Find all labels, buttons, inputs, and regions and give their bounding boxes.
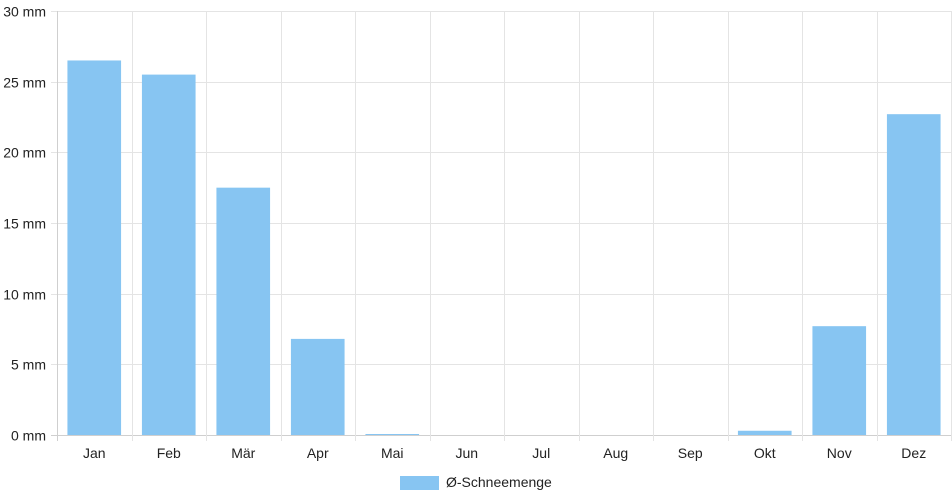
y-tick-label: 10 mm xyxy=(3,287,46,303)
legend-label[interactable]: Ø-Schneemenge xyxy=(446,474,552,490)
x-tick-label: Aug xyxy=(603,445,628,461)
bar[interactable] xyxy=(737,430,792,435)
grid-lines xyxy=(51,11,952,441)
x-tick-label: Mär xyxy=(231,445,255,461)
x-tick-label: Apr xyxy=(307,445,329,461)
y-tick-label: 25 mm xyxy=(3,75,46,91)
y-tick-label: 5 mm xyxy=(11,357,46,373)
y-tick-label: 30 mm xyxy=(3,4,46,20)
x-tick-label: Sep xyxy=(678,445,703,461)
y-axis-tick-labels: 0 mm 5 mm 10 mm 15 mm 20 mm 25 mm 30 mm xyxy=(3,4,46,444)
x-axis-tick-labels: Jan Feb Mär Apr Mai Jun Jul Aug Sep Okt Nov Dez xyxy=(83,445,926,461)
y-tick-label: 0 mm xyxy=(11,428,46,444)
bar[interactable] xyxy=(216,187,271,435)
x-tick-label: Dez xyxy=(901,445,926,461)
x-tick-label: Mai xyxy=(381,445,404,461)
x-tick-label: Feb xyxy=(157,445,181,461)
legend-swatch[interactable] xyxy=(400,476,439,490)
x-tick-label: Jun xyxy=(455,445,478,461)
y-tick-label: 20 mm xyxy=(3,145,46,161)
x-tick-label: Jul xyxy=(532,445,550,461)
bar-series xyxy=(67,60,941,435)
bar[interactable] xyxy=(141,74,196,435)
x-tick-label: Okt xyxy=(754,445,776,461)
bar[interactable] xyxy=(67,60,122,435)
x-tick-label: Nov xyxy=(827,445,852,461)
bar[interactable] xyxy=(290,338,345,435)
bar[interactable] xyxy=(812,326,867,435)
legend[interactable]: Ø-Schneemenge xyxy=(400,474,552,490)
bar[interactable] xyxy=(365,434,420,435)
y-tick-label: 15 mm xyxy=(3,216,46,232)
x-tick-label: Jan xyxy=(83,445,106,461)
bar[interactable] xyxy=(886,114,941,435)
